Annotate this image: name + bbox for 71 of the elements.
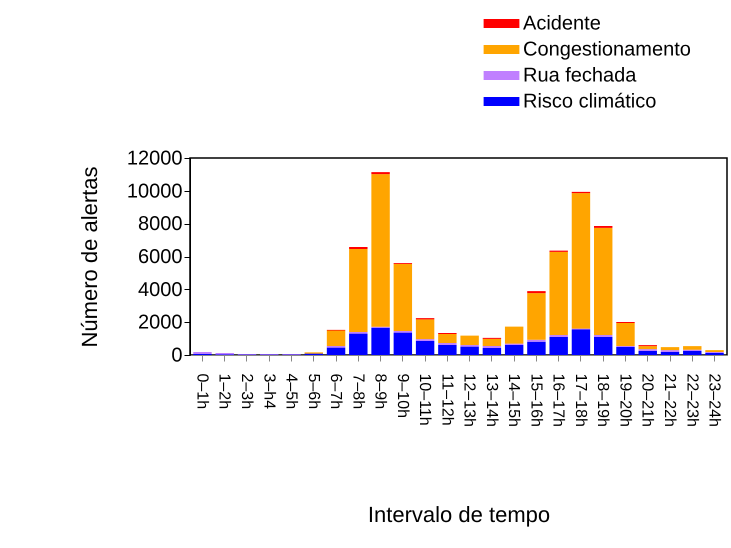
bar	[460, 346, 479, 355]
bar	[482, 338, 502, 346]
bar	[549, 252, 568, 335]
y-tick-label: 10000	[126, 180, 182, 202]
bar	[660, 347, 680, 350]
x-tick-label: 2–3h	[238, 374, 255, 410]
bar	[572, 193, 590, 329]
legend-label: Acidente	[523, 12, 601, 34]
legend-label: Congestionamento	[523, 38, 691, 60]
bar	[527, 342, 546, 355]
x-tick-label: 18–19h	[594, 374, 612, 427]
legend-label: Rua fechada	[523, 64, 638, 86]
x-tick-label: 0–1h	[193, 374, 210, 410]
x-tick-label: 9–10h	[394, 374, 411, 418]
bar	[326, 330, 346, 346]
bar	[394, 332, 412, 355]
y-tick-label: 6000	[138, 246, 182, 268]
bar	[572, 330, 590, 355]
bar	[438, 334, 457, 344]
x-tick-label: 19–20h	[616, 374, 634, 427]
x-axis-title: Intervalo de tempo	[368, 502, 550, 527]
bar	[594, 336, 612, 355]
x-tick-label: 11–12h	[438, 374, 456, 426]
bar	[326, 348, 346, 355]
bar	[638, 351, 657, 355]
bar	[660, 352, 680, 355]
x-tick-label: 13–14h	[482, 374, 500, 427]
y-axis-title: Número de alertas	[76, 166, 102, 348]
x-tick-label: 3–h4	[260, 374, 278, 410]
bar	[504, 344, 524, 355]
x-tick-label: 23–24h	[706, 374, 723, 427]
x-tick-label: 15–16h	[527, 374, 544, 427]
x-tick-label: 21–22h	[661, 374, 678, 427]
bar	[683, 346, 702, 350]
x-tick-label: 14–15h	[505, 374, 522, 427]
bar	[460, 336, 479, 345]
bar	[394, 264, 412, 332]
x-tick-label: 17–18h	[572, 374, 589, 427]
bar	[371, 174, 390, 327]
bar	[482, 348, 502, 355]
bar	[349, 334, 368, 355]
bar	[616, 322, 635, 346]
y-tick-label: 12000	[126, 148, 182, 170]
bar	[594, 228, 612, 335]
x-tick-label: 5–6h	[304, 374, 322, 410]
x-tick-label: 22–23h	[683, 374, 700, 427]
bar	[683, 351, 702, 355]
x-tick-label: 8–9h	[372, 374, 389, 410]
bar	[549, 336, 568, 355]
bar	[349, 248, 368, 332]
bar	[438, 344, 457, 355]
bar	[416, 319, 434, 340]
y-tick-label: 4000	[138, 278, 182, 301]
x-tick-label: 1–2h	[216, 374, 233, 410]
x-tick-label: 6–7h	[327, 374, 344, 410]
x-tick-label: 16–17h	[550, 374, 567, 427]
y-tick-label: 8000	[138, 213, 182, 236]
bar	[616, 346, 635, 355]
x-tick-label: 12–13h	[460, 374, 478, 427]
y-tick-label: 2000	[138, 312, 182, 334]
legend-label: Risco climático	[523, 90, 656, 112]
bar	[527, 293, 546, 340]
x-tick-label: 10–11h	[416, 374, 434, 426]
x-tick-label: 20–21h	[638, 374, 656, 427]
bar	[416, 341, 434, 355]
bar	[504, 326, 524, 344]
bar	[371, 328, 390, 355]
bar	[638, 346, 657, 350]
x-tick-label: 4–5h	[282, 374, 300, 410]
x-tick-label: 7–8h	[349, 374, 366, 410]
y-tick-label: 0	[171, 344, 182, 366]
